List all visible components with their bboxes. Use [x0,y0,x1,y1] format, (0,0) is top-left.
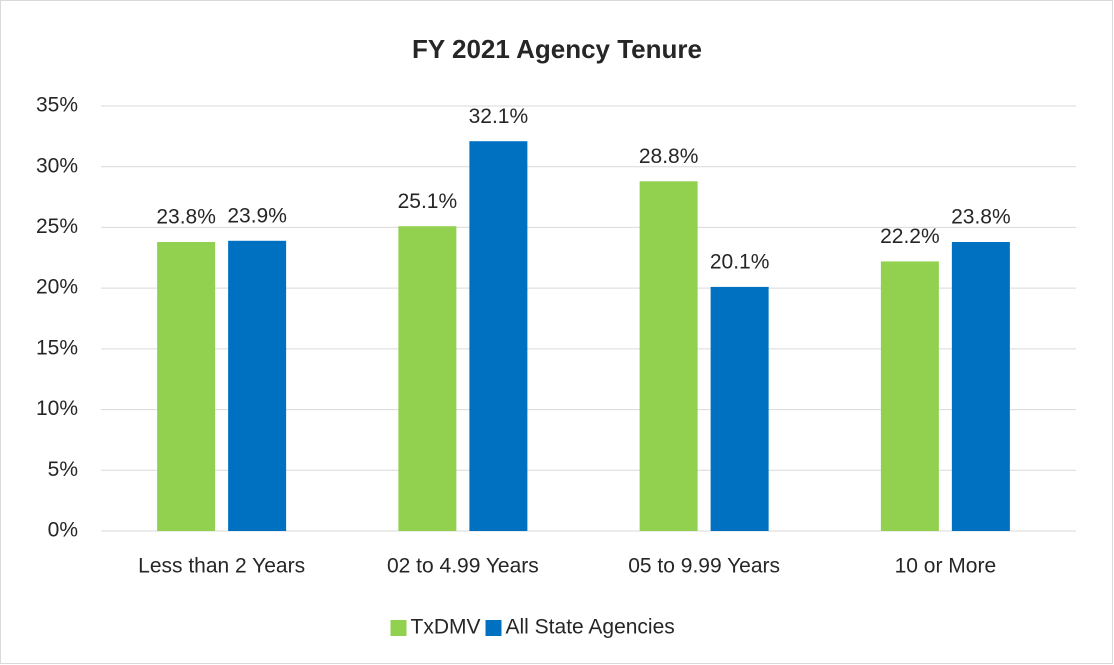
legend-label: All State Agencies [506,616,675,639]
y-tick-label: 25% [36,215,78,238]
chart-title: FY 2021 Agency Tenure [412,34,702,64]
data-label: 32.1% [469,105,529,128]
y-tick-label: 10% [36,397,78,420]
data-label: 20.1% [710,250,770,273]
legend-label: TxDMV [411,616,481,639]
y-tick-label: 0% [48,519,78,542]
bar [639,181,698,532]
y-tick-label: 15% [36,336,78,359]
bar [880,261,939,531]
legend-swatch [390,620,407,636]
bar [157,242,216,531]
y-tick-label: 5% [48,458,78,481]
bar [951,242,1010,531]
data-label: 23.9% [227,204,287,227]
data-label: 23.8% [951,206,1011,229]
y-tick-label: 20% [36,276,78,299]
x-tick-label: 02 to 4.99 Years [387,555,539,578]
bar [469,141,528,531]
x-tick-label: 10 or More [895,555,997,578]
data-label: 28.8% [639,145,699,168]
bar [710,286,769,531]
y-tick-label: 35% [36,94,78,117]
y-tick-label: 30% [36,154,78,177]
bar [398,226,457,531]
legend-swatch [485,620,502,636]
data-label: 25.1% [398,190,458,213]
x-tick-label: 05 to 9.99 Years [628,555,780,578]
data-label: 22.2% [880,225,940,248]
data-label: 23.8% [156,206,216,229]
x-tick-label: Less than 2 Years [138,555,305,578]
bar [228,240,287,532]
